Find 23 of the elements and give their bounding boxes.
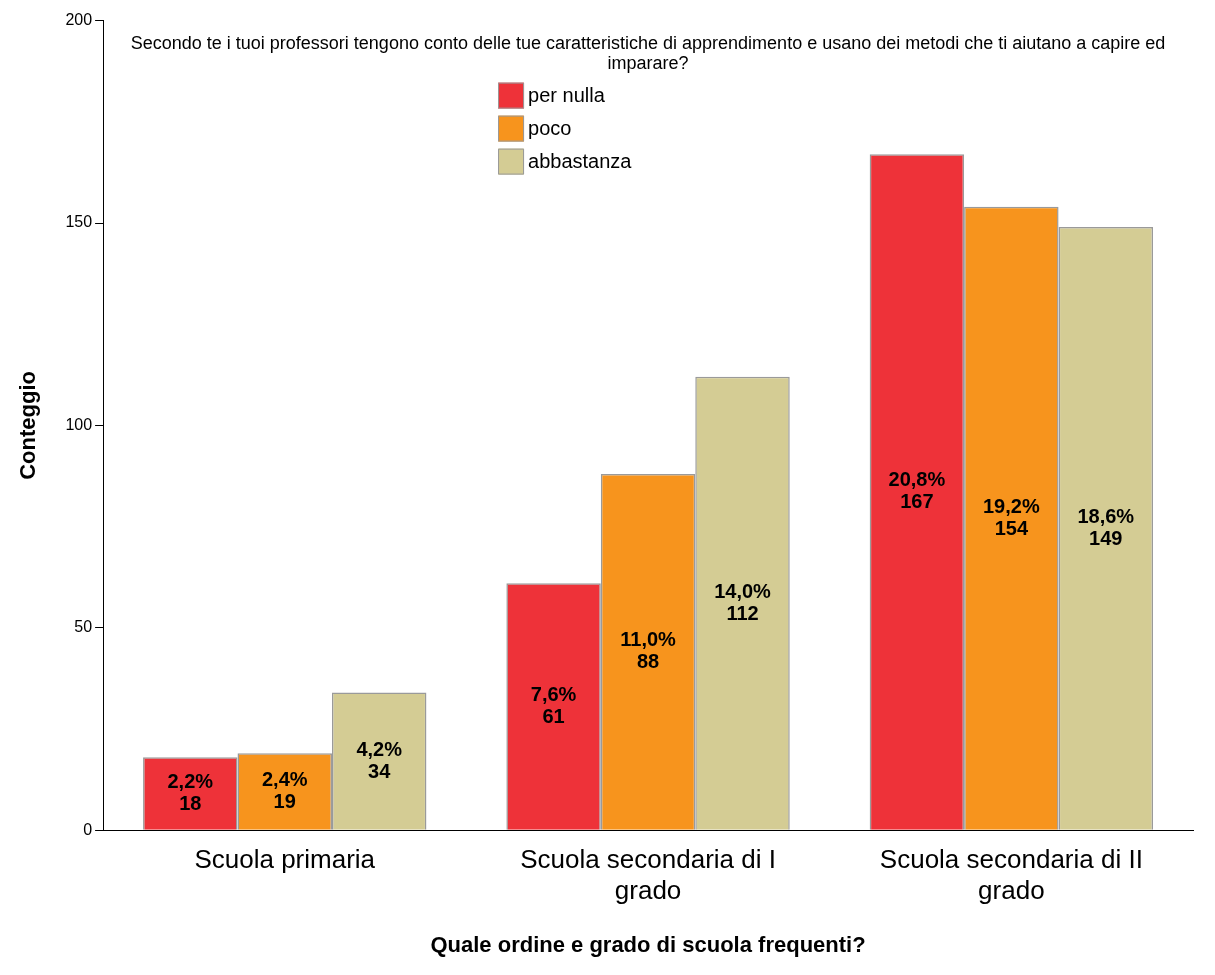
data-label: 2,2% 18 (167, 770, 214, 815)
y-tick-label: 200 (65, 11, 93, 29)
y-axis-title: Conteggio (15, 371, 41, 480)
data-label: 2,4% 19 (261, 768, 308, 813)
x-tick-label: Scuola primaria (194, 843, 376, 874)
legend-label: abbastanza (528, 150, 633, 173)
data-label: 4,2% 34 (356, 737, 403, 782)
data-label: 14,0% 112 (714, 579, 772, 624)
y-tick-label: 150 (65, 213, 93, 231)
data-label: 18,6% 149 (1077, 504, 1135, 549)
x-axis-title: Quale ordine e grado di scuola frequenti? (430, 931, 866, 957)
y-tick-label: 0 (83, 820, 93, 838)
data-label: 20,8% 167 (888, 468, 946, 513)
legend-title: Secondo te i tuoi professori tengono conto delle tue caratteristiche di apprendimento e usano dei metodi che ti aiutano a capire ed imparare? (130, 32, 1166, 73)
data-label: 11,0% 88 (620, 628, 677, 673)
legend-label: per nulla (528, 84, 606, 107)
y-tick-label: 50 (74, 618, 93, 636)
x-tick-label: Scuola secondaria di I grado (520, 843, 776, 906)
y-tick-label: 100 (65, 415, 93, 433)
legend-label: poco (528, 117, 572, 140)
data-label: 19,2% 154 (982, 494, 1040, 539)
data-label: 7,6% 61 (530, 683, 577, 727)
x-tick-label: Scuola secondaria di II grado (879, 843, 1143, 906)
